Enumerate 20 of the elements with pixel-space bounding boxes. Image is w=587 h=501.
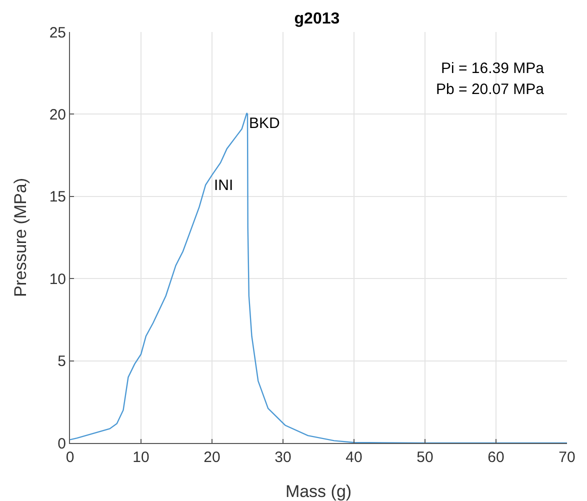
annotation: INI	[214, 177, 234, 194]
x-tick-label: 70	[558, 449, 576, 466]
x-tick-label: 40	[346, 449, 362, 466]
annotation: Pi = 16.39 MPa	[441, 60, 545, 77]
x-tick-label: 30	[274, 449, 292, 466]
y-axis-title: Pressure (MPa)	[11, 178, 30, 298]
y-tick-label: 10	[49, 270, 66, 288]
y-tick-label: 5	[58, 353, 66, 370]
x-tick-label: 20	[204, 449, 220, 466]
y-tick-label: 20	[49, 106, 66, 124]
annotation: Pb = 20.07 MPa	[436, 81, 545, 98]
annotation: BKD	[249, 115, 280, 132]
x-tick-label: 10	[132, 449, 150, 466]
y-tick-label: 25	[49, 24, 66, 42]
x-axis-title: Mass (g)	[285, 482, 352, 501]
x-tick-label: 60	[488, 449, 504, 466]
chart-title: g2013	[294, 10, 340, 28]
y-tick-label: 15	[49, 188, 66, 206]
y-tick-label: 0	[58, 435, 66, 452]
x-tick-label: 50	[416, 449, 434, 466]
